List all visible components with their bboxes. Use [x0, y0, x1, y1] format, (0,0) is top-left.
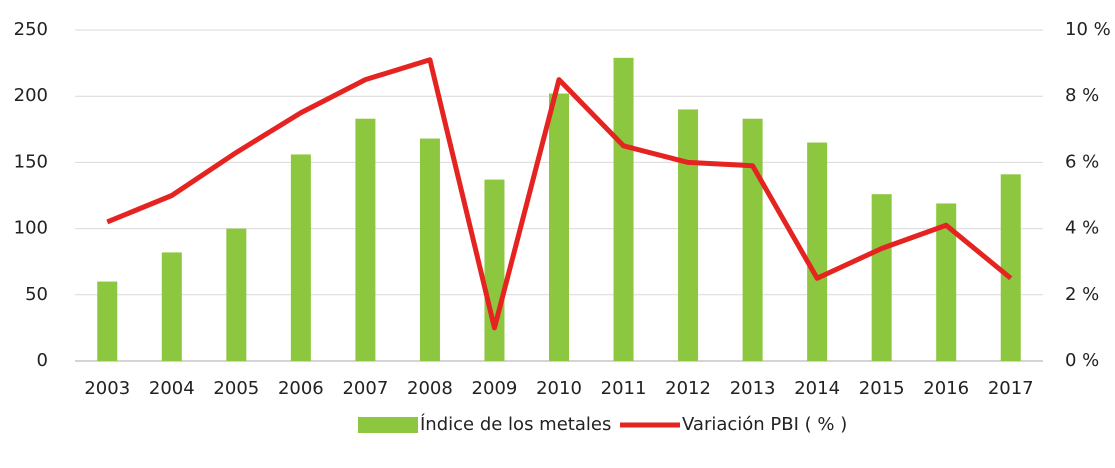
y2-tick-label: 8 % — [1065, 85, 1099, 106]
y-tick-label: 150 — [14, 151, 48, 172]
x-tick-label: 2016 — [923, 378, 969, 399]
y2-tick-label: 10 % — [1065, 19, 1111, 40]
bar — [355, 118, 376, 361]
bar — [871, 194, 892, 361]
legend-label: Variación PBI ( % ) — [682, 414, 847, 435]
x-tick-label: 2009 — [472, 378, 518, 399]
x-tick-label: 2008 — [407, 378, 453, 399]
y2-tick-label: 4 % — [1065, 218, 1099, 239]
bar — [936, 203, 957, 361]
x-tick-label: 2013 — [730, 378, 776, 399]
x-tick-label: 2014 — [794, 378, 840, 399]
bar — [549, 93, 569, 361]
y-tick-label: 200 — [14, 85, 48, 106]
y-tick-label: 0 — [37, 350, 48, 371]
line — [106, 57, 1013, 331]
x-tick-label: 2003 — [84, 378, 130, 399]
y2-tick-label: 2 % — [1065, 284, 1099, 305]
bar — [290, 154, 311, 361]
y2-tick-label: 6 % — [1065, 151, 1099, 172]
x-tick-label: 2010 — [536, 378, 582, 399]
bar — [678, 109, 699, 361]
bar — [97, 281, 118, 361]
bar — [613, 57, 634, 361]
bar — [226, 228, 247, 361]
x-tick-label: 2017 — [988, 378, 1034, 399]
y-tick-label: 100 — [14, 218, 48, 239]
bar — [484, 179, 505, 361]
legend-label: Índice de los metales — [420, 413, 611, 435]
x-tick-label: 2007 — [342, 378, 388, 399]
y-tick-label: 250 — [14, 19, 48, 40]
x-tick-label: 2015 — [859, 378, 905, 399]
x-tick-label: 2004 — [149, 378, 195, 399]
bar — [807, 142, 828, 361]
x-tick-label: 2005 — [213, 378, 259, 399]
bar — [419, 138, 440, 361]
bar — [1000, 174, 1021, 361]
y2-tick-label: 0 % — [1065, 350, 1099, 371]
y-tick-label: 50 — [25, 284, 48, 305]
legend-swatch — [358, 417, 418, 433]
x-tick-label: 2011 — [601, 378, 647, 399]
x-tick-label: 2012 — [665, 378, 711, 399]
bar — [742, 118, 763, 361]
bar — [161, 252, 182, 361]
x-tick-label: 2006 — [278, 378, 324, 399]
